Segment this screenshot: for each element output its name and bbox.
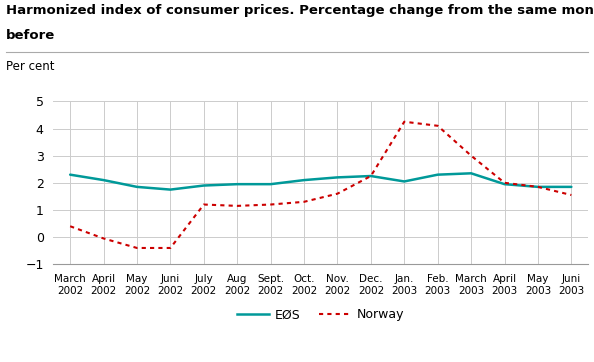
EØS [535,185,542,189]
EØS [134,185,141,189]
Line: Norway: Norway [70,122,571,248]
EØS [334,175,341,180]
EØS [401,179,408,184]
EØS [501,182,508,186]
Norway [100,236,107,241]
EØS [233,182,241,186]
Norway [568,193,575,197]
EØS [67,173,74,177]
EØS [467,171,475,176]
Line: EØS: EØS [70,173,571,190]
Norway [401,119,408,124]
Norway [67,224,74,228]
EØS [568,185,575,189]
Norway [233,204,241,208]
EØS [100,178,107,182]
EØS [434,173,441,177]
EØS [267,182,274,186]
Norway [501,181,508,185]
Norway [434,124,441,128]
Legend: EØS, Norway: EØS, Norway [232,303,409,327]
Norway [334,191,341,196]
EØS [367,174,374,178]
Text: before: before [6,29,55,42]
Norway [467,153,475,158]
EØS [200,183,207,188]
Text: Harmonized index of consumer prices. Percentage change from the same month one y: Harmonized index of consumer prices. Per… [6,4,594,17]
Text: Per cent: Per cent [6,60,55,73]
Norway [200,202,207,207]
Norway [134,246,141,250]
Norway [367,174,374,178]
Norway [167,246,174,250]
Norway [535,185,542,189]
Norway [267,202,274,207]
EØS [167,188,174,192]
Norway [301,200,308,204]
EØS [301,178,308,182]
